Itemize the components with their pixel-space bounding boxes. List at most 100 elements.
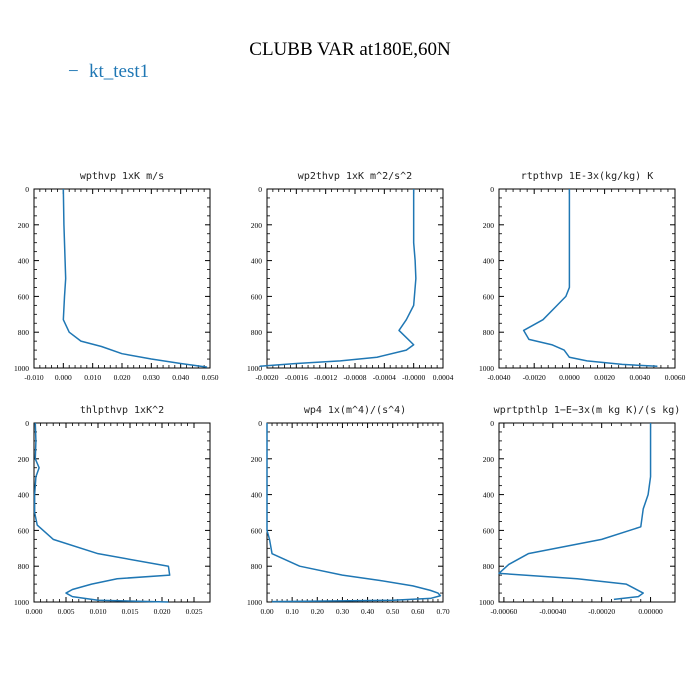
x-tick-label: 0.0000: [559, 373, 580, 382]
panel-title: thlpthvp 1xK^2: [80, 405, 164, 416]
y-tick-label: 800: [483, 328, 495, 337]
x-tick-label: -0.0020: [255, 373, 278, 382]
panel-title: wp2thvp 1xK m^2/s^2: [298, 171, 412, 182]
panel-wpthvp: wpthvp 1xK m/s -0.010 0.000 0.010 0.020 0.030…: [14, 171, 219, 382]
panel-rtpthvp: rtpthvp 1E-3x(kg/kg) K -0.0040 -0.0020 0.00…: [479, 171, 686, 382]
x-tick-label: -0.0016: [285, 373, 308, 382]
panel-title: wpthvp 1xK m/s: [80, 171, 164, 182]
x-tick-label: -0.00040: [539, 607, 566, 616]
panel-wp4: wp4 1x(m^4)/(s^4) 0.00 0.10 0.20 0.30 0.40 0.5…: [247, 405, 450, 616]
x-tick-label: 0.040: [172, 373, 189, 382]
series-line-kt_test1: [259, 189, 417, 367]
x-tick-label: 0.025: [186, 607, 203, 616]
x-tick-label: 0.10: [286, 607, 299, 616]
figure-title: CLUBB VAR at180E,60N: [249, 39, 451, 60]
x-tick-label: 0.020: [154, 607, 171, 616]
x-tick-label: -0.00060: [490, 607, 517, 616]
y-tick-label: 0: [490, 185, 494, 194]
y-tick-label: 800: [251, 328, 263, 337]
y-tick-label: 1000: [479, 598, 494, 607]
x-tick-label: 0.0020: [594, 373, 615, 382]
x-tick-label: -0.0020: [523, 373, 546, 382]
panel-title: rtpthvp 1E-3x(kg/kg) K: [521, 171, 653, 182]
x-tick-label: 0.20: [311, 607, 324, 616]
x-tick-label: 0.020: [114, 373, 131, 382]
x-tick-label: 0.010: [84, 373, 101, 382]
y-tick-label: 1000: [479, 364, 494, 373]
y-tick-label: 1000: [14, 598, 29, 607]
x-tick-label: -0.0000: [402, 373, 425, 382]
y-tick-label: 200: [251, 455, 263, 464]
x-tick-label: 0.010: [90, 607, 107, 616]
y-tick-label: 800: [483, 562, 495, 571]
y-tick-label: 200: [18, 455, 30, 464]
x-tick-label: 0.30: [336, 607, 349, 616]
y-tick-label: 0: [25, 419, 29, 428]
series-line-kt_test1: [33, 422, 171, 603]
plot-frame: [266, 422, 444, 603]
panel-wprtpthlp: wprtpthlp 1−E−3x(m kg K)/(s kg) -0.00060 -…: [479, 405, 680, 616]
legend-label: kt_test1: [89, 61, 149, 82]
panel-title: wprtpthlp 1−E−3x(m kg K)/(s kg): [494, 405, 681, 416]
series-line-kt_test1: [266, 423, 442, 603]
x-tick-label: 0.005: [58, 607, 75, 616]
y-tick-label: 0: [258, 185, 262, 194]
x-tick-label: 0.50: [386, 607, 399, 616]
x-tick-label: -0.00020: [588, 607, 615, 616]
y-tick-label: 400: [251, 491, 263, 500]
figure-legend: − kt_test1: [68, 61, 149, 82]
y-tick-label: 400: [18, 257, 30, 266]
x-tick-label: 0.40: [361, 607, 374, 616]
plot-frame: [33, 422, 211, 603]
x-tick-label: 0.030: [143, 373, 160, 382]
x-tick-label: -0.0008: [343, 373, 366, 382]
x-tick-label: 0.0040: [629, 373, 650, 382]
panel-thlpthvp: thlpthvp 1xK^2 0.000 0.005 0.010 0.015 0.020 0…: [14, 405, 211, 616]
series-line-kt_test1: [498, 423, 652, 601]
panel-title: wp4 1x(m^4)/(s^4): [304, 405, 406, 416]
x-tick-label: 0.000: [26, 607, 43, 616]
y-tick-label: 600: [251, 292, 263, 301]
y-tick-label: 600: [251, 526, 263, 535]
panel-wp2thvp: wp2thvp 1xK m^2/s^2 -0.0020 -0.0016 -0.0012…: [247, 171, 454, 382]
x-tick-label: 0.00000: [638, 607, 663, 616]
series-line-kt_test1: [62, 188, 208, 368]
x-tick-label: 0.050: [202, 373, 219, 382]
y-tick-label: 400: [483, 257, 495, 266]
y-tick-label: 200: [18, 221, 30, 230]
y-tick-label: 200: [251, 221, 263, 230]
y-tick-label: 200: [483, 221, 495, 230]
y-tick-label: 1000: [14, 364, 29, 373]
x-tick-label: 0.70: [436, 607, 449, 616]
y-tick-label: 400: [18, 491, 30, 500]
x-tick-label: 0.0004: [433, 373, 454, 382]
x-tick-label: 0.60: [411, 607, 424, 616]
y-tick-label: 600: [18, 526, 30, 535]
y-tick-label: 200: [483, 455, 495, 464]
y-tick-label: 0: [490, 419, 494, 428]
x-tick-label: -0.0040: [487, 373, 510, 382]
y-tick-label: 1000: [247, 598, 262, 607]
legend-line-symbol: −: [68, 61, 79, 82]
x-tick-label: 0.00: [260, 607, 273, 616]
x-tick-label: -0.010: [24, 373, 44, 382]
y-tick-label: 0: [258, 419, 262, 428]
y-tick-label: 400: [483, 491, 495, 500]
x-tick-label: 0.015: [122, 607, 139, 616]
y-tick-label: 0: [25, 185, 29, 194]
y-tick-label: 800: [18, 328, 30, 337]
plot-frame: [498, 188, 676, 369]
series-line-kt_test1: [522, 189, 658, 367]
y-tick-label: 600: [18, 292, 30, 301]
x-tick-label: 0.0060: [665, 373, 686, 382]
y-tick-label: 600: [483, 292, 495, 301]
y-tick-label: 600: [483, 526, 495, 535]
x-tick-label: -0.0004: [373, 373, 396, 382]
y-tick-label: 400: [251, 257, 263, 266]
plot-frame: [33, 188, 211, 369]
y-tick-label: 800: [251, 562, 263, 571]
y-tick-label: 1000: [247, 364, 262, 373]
x-tick-label: -0.0012: [314, 373, 337, 382]
y-tick-label: 800: [18, 562, 30, 571]
